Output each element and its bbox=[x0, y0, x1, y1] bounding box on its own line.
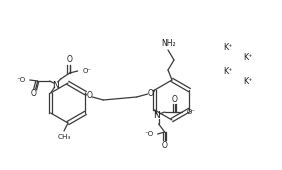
Text: ⁻O: ⁻O bbox=[145, 131, 154, 137]
Text: K⁺: K⁺ bbox=[243, 78, 253, 87]
Text: O: O bbox=[148, 89, 154, 98]
Text: ⁻O: ⁻O bbox=[17, 77, 26, 83]
Text: K⁺: K⁺ bbox=[223, 67, 233, 76]
Text: O: O bbox=[86, 91, 92, 100]
Text: O: O bbox=[172, 95, 178, 104]
Text: O: O bbox=[31, 89, 37, 98]
Text: K⁺: K⁺ bbox=[223, 44, 233, 53]
Text: O⁻: O⁻ bbox=[83, 68, 92, 74]
Text: O⁻: O⁻ bbox=[187, 109, 196, 115]
Text: O: O bbox=[162, 140, 168, 149]
Text: CH₃: CH₃ bbox=[57, 134, 71, 140]
Text: N: N bbox=[52, 81, 59, 89]
Text: O: O bbox=[67, 55, 73, 64]
Text: NH₂: NH₂ bbox=[162, 38, 176, 47]
Text: K⁺: K⁺ bbox=[243, 54, 253, 63]
Text: N: N bbox=[153, 112, 160, 121]
